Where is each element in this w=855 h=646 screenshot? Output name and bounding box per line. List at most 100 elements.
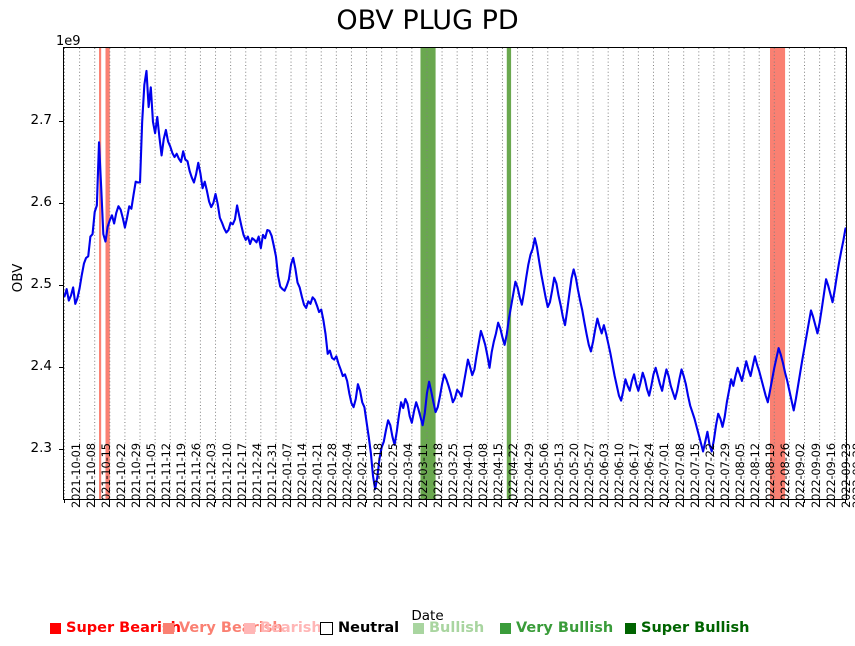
x-tick-mark [365,499,367,503]
x-tick-mark [622,499,624,503]
x-tick-label: 2022-02-11 [355,443,370,508]
x-tick-mark [350,499,352,503]
legend-item[interactable]: Super Bearish [50,618,181,638]
y-tick-label: 2.7 [30,111,52,128]
x-tick-mark [844,499,846,503]
x-tick-mark [501,499,503,503]
highlight-band [105,48,110,499]
x-tick-mark [380,499,382,503]
chart-title: OBV PLUG PD [336,5,519,36]
x-tick-mark [229,499,231,503]
legend-item[interactable]: Bullish [413,618,484,638]
x-tick-label: 2021-10-22 [113,443,128,508]
x-tick-mark [214,499,216,503]
x-tick-mark [652,499,654,503]
legend-label: Very Bullish [516,620,614,636]
legend-swatch-icon [500,622,511,634]
legend-item[interactable]: Super Bullish [625,618,749,638]
x-tick-mark [63,499,65,503]
x-tick-label: 2022-09-16 [823,443,838,508]
legend-swatch-icon [163,622,174,634]
x-tick-label: 2022-04-08 [476,443,491,508]
x-tick-mark [682,499,684,503]
x-tick-label: 2022-08-19 [763,443,778,508]
x-tick-mark [290,499,292,503]
highlight-band [769,48,786,499]
legend-label: Neutral [338,620,400,636]
x-tick-label: 2022-04-01 [461,443,476,508]
legend-item[interactable]: Neutral [320,618,399,638]
x-tick-mark [274,499,276,503]
legend-swatch-icon [413,622,424,634]
y-tick-mark [59,366,63,368]
x-tick-label: 2022-06-10 [612,443,627,508]
x-tick-mark [697,499,699,503]
x-tick-mark [169,499,171,503]
x-tick-label: 2022-03-25 [446,443,461,508]
legend-swatch-icon [625,622,636,634]
x-tick-mark [576,499,578,503]
x-tick-label: 2022-05-13 [551,443,566,508]
x-tick-label: 2022-09-02 [793,443,808,508]
y-tick-label: 2.3 [30,439,52,456]
highlight-band [506,48,512,499]
x-tick-mark [154,499,156,503]
x-tick-label: 2022-01-28 [325,443,340,508]
chart-legend: Super Bearish Very Bearish Bearish Neutral B… [0,618,855,640]
legend-item[interactable]: Very Bullish [500,618,613,638]
legend-label: Super Bearish [66,620,181,636]
x-tick-label: 2021-11-05 [144,443,158,508]
x-tick-label: 2021-12-10 [219,443,234,508]
x-tick-label: 2022-03-04 [400,443,415,508]
x-tick-mark [456,499,458,503]
x-tick-mark [758,499,760,503]
x-tick-mark [516,499,518,503]
x-tick-mark [244,499,246,503]
legend-item[interactable]: Very Bearish [163,618,283,638]
y-tick-mark [59,284,63,286]
x-tick-label: 2021-12-24 [249,443,264,508]
x-tick-mark [592,499,594,503]
x-tick-label: 2022-07-15 [687,443,702,508]
x-tick-label: 2022-05-06 [536,443,551,508]
x-tick-label: 2022-03-11 [415,443,430,508]
x-tick-label: 2022-01-21 [310,443,325,508]
x-tick-label: 2022-03-18 [430,443,445,508]
y-tick-label: 2.5 [30,275,52,292]
legend-item[interactable]: Bearish [244,618,322,638]
x-tick-mark [531,499,533,503]
x-tick-label: 2022-07-22 [702,443,717,508]
highlight-band [420,48,436,499]
x-tick-mark [139,499,140,503]
y-axis-offset-label: 1e9 [56,34,81,49]
x-tick-mark [773,499,775,503]
x-tick-label: 2022-02-25 [385,443,400,508]
x-tick-label: 2021-11-26 [189,443,204,508]
x-tick-mark [486,499,488,503]
x-tick-label: 2022-09-09 [808,443,823,508]
x-tick-label: 2022-05-27 [581,443,596,508]
x-tick-mark [818,499,820,503]
x-tick-mark [108,499,110,503]
x-tick-mark [184,499,186,503]
x-tick-label: 2022-07-08 [672,443,687,508]
legend-swatch-icon [320,621,333,635]
x-tick-mark [712,499,714,503]
x-tick-mark [471,499,473,503]
x-tick-label: 2022-07-29 [717,443,732,508]
x-tick-label: 2022-04-29 [521,443,536,508]
x-tick-mark [561,499,563,503]
x-tick-label: 2022-07-01 [657,443,672,508]
x-tick-label: 2022-04-22 [506,443,521,508]
y-tick-mark [59,202,63,204]
x-tick-label: 2022-01-14 [295,443,310,508]
x-tick-label: 2022-06-24 [642,443,657,508]
x-tick-label: 2021-12-17 [234,443,249,508]
x-tick-mark [546,499,548,503]
x-tick-mark [441,499,443,503]
x-tick-mark [607,499,609,503]
x-tick-label: 2022-05-20 [566,443,581,508]
x-tick-label: 2022-02-04 [340,443,355,508]
legend-label: Super Bullish [641,620,750,636]
x-tick-label: 2022-08-12 [748,443,763,508]
